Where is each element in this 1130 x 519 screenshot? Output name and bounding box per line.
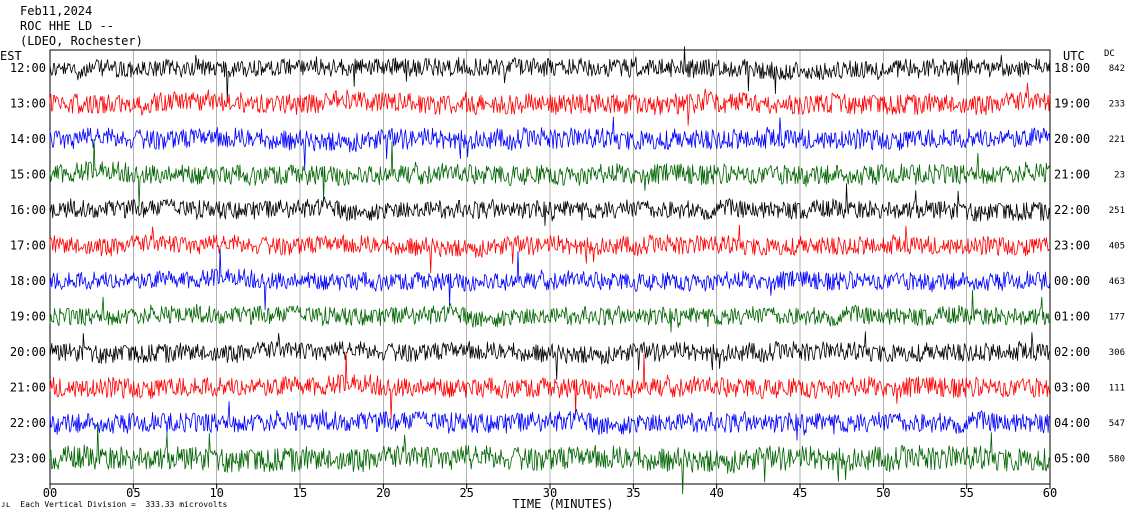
dc-offset-label: 580 xyxy=(1109,455,1125,465)
est-hour-label: 22:00 xyxy=(10,416,46,430)
utc-hour-label: 21:00 xyxy=(1054,168,1090,182)
seismic-trace xyxy=(49,401,1051,441)
x-tick-label: 60 xyxy=(1043,486,1057,500)
utc-hour-label: 02:00 xyxy=(1054,345,1090,359)
seismic-trace xyxy=(49,183,1051,226)
seismic-trace xyxy=(49,224,1051,274)
dc-header: DC xyxy=(1104,49,1115,59)
scale-note: ᴊʟ Each Vertical Division = 333.33 micro… xyxy=(1,500,228,509)
dc-offset-label: 842 xyxy=(1109,64,1125,74)
est-hour-label: 18:00 xyxy=(10,274,46,288)
dc-offset-label: 405 xyxy=(1109,242,1125,252)
est-hour-label: 19:00 xyxy=(10,310,46,324)
utc-hour-label: 03:00 xyxy=(1054,381,1090,395)
est-hour-label: 23:00 xyxy=(10,452,46,466)
x-tick-label: 55 xyxy=(959,486,973,500)
seismic-trace xyxy=(49,351,1051,420)
x-axis-label: TIME (MINUTES) xyxy=(512,497,613,511)
x-tick-label: 10 xyxy=(209,486,223,500)
utc-hour-label: 18:00 xyxy=(1054,61,1090,75)
x-tick-label: 20 xyxy=(376,486,390,500)
location-label: (LDEO, Rochester) xyxy=(20,34,143,48)
dc-offset-label: 23 xyxy=(1114,171,1125,181)
utc-hour-label: 23:00 xyxy=(1054,239,1090,253)
est-hour-label: 20:00 xyxy=(10,345,46,359)
x-tick-label: 05 xyxy=(126,486,140,500)
seismic-trace xyxy=(49,138,1051,207)
utc-hour-label: 22:00 xyxy=(1054,203,1090,217)
dc-offset-label: 463 xyxy=(1109,277,1125,287)
x-tick-label: 50 xyxy=(876,486,890,500)
dc-offset-label: 221 xyxy=(1109,135,1125,145)
utc-hour-label: 00:00 xyxy=(1054,274,1090,288)
utc-hour-label: 04:00 xyxy=(1054,416,1090,430)
est-zone-label: EST xyxy=(0,49,22,63)
x-tick-label: 35 xyxy=(626,486,640,500)
seismic-trace xyxy=(49,248,1051,311)
utc-hour-label: 05:00 xyxy=(1054,452,1090,466)
est-hour-label: 17:00 xyxy=(10,239,46,253)
seismic-trace xyxy=(49,82,1051,126)
x-tick-label: 30 xyxy=(543,486,557,500)
seismic-trace xyxy=(49,46,1051,103)
dc-offset-label: 177 xyxy=(1109,313,1125,323)
seismic-trace xyxy=(49,289,1051,333)
utc-hour-label: 01:00 xyxy=(1054,310,1090,324)
scale-note-text: Each Vertical Division = 333.33 microvol… xyxy=(20,500,228,509)
dc-offset-label: 306 xyxy=(1109,348,1125,358)
x-tick-label: 40 xyxy=(709,486,723,500)
x-tick-label: 15 xyxy=(293,486,307,500)
date-label: Feb11,2024 xyxy=(20,4,93,18)
dc-offset-label: 111 xyxy=(1109,384,1125,394)
utc-hour-label: 19:00 xyxy=(1054,97,1090,111)
seismic-trace xyxy=(49,424,1051,495)
est-hour-label: 21:00 xyxy=(10,381,46,395)
station-label: ROC HHE LD -- xyxy=(20,19,114,33)
x-tick-label: 00 xyxy=(43,486,57,500)
x-tick-label: 45 xyxy=(793,486,807,500)
utc-hour-label: 20:00 xyxy=(1054,132,1090,146)
est-hour-label: 13:00 xyxy=(10,97,46,111)
est-hour-label: 15:00 xyxy=(10,168,46,182)
seismic-trace xyxy=(49,331,1051,380)
seismic-trace xyxy=(49,116,1051,170)
dc-offset-label: 233 xyxy=(1109,100,1125,110)
utc-zone-label: UTC xyxy=(1063,49,1085,63)
dc-offset-label: 251 xyxy=(1109,206,1125,216)
est-hour-label: 12:00 xyxy=(10,61,46,75)
dc-offset-label: 547 xyxy=(1109,419,1125,429)
est-hour-label: 14:00 xyxy=(10,132,46,146)
est-hour-label: 16:00 xyxy=(10,203,46,217)
x-tick-label: 25 xyxy=(459,486,473,500)
